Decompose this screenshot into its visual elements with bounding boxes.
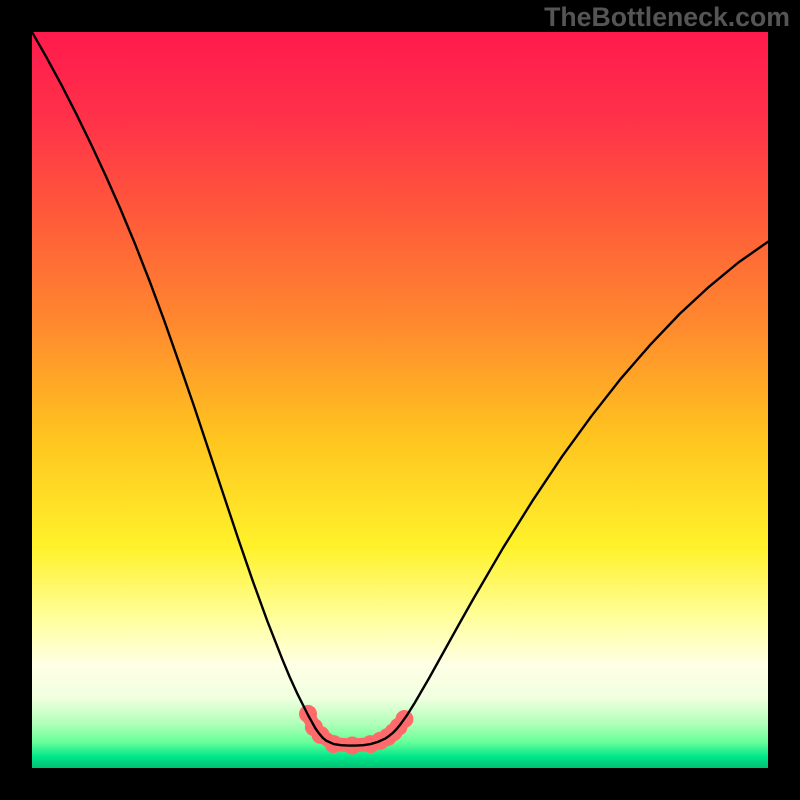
watermark: TheBottleneck.com [544, 2, 790, 33]
chart-container: TheBottleneck.com [0, 0, 800, 800]
chart-svg [0, 0, 800, 800]
plot-background [32, 32, 768, 768]
